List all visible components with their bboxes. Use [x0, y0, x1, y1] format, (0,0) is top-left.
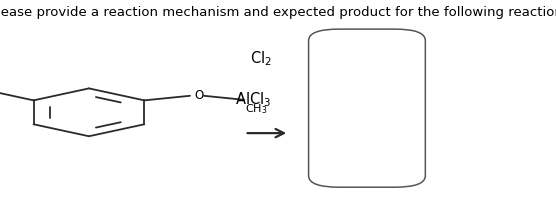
Text: Cl$_2$: Cl$_2$ [250, 49, 272, 68]
Text: CH$_3$: CH$_3$ [245, 102, 268, 116]
Text: Please provide a reaction mechanism and expected product for the following react: Please provide a reaction mechanism and … [0, 6, 556, 19]
FancyBboxPatch shape [309, 29, 425, 187]
Text: AlCl$_3$: AlCl$_3$ [235, 90, 271, 109]
Text: O: O [195, 89, 203, 102]
